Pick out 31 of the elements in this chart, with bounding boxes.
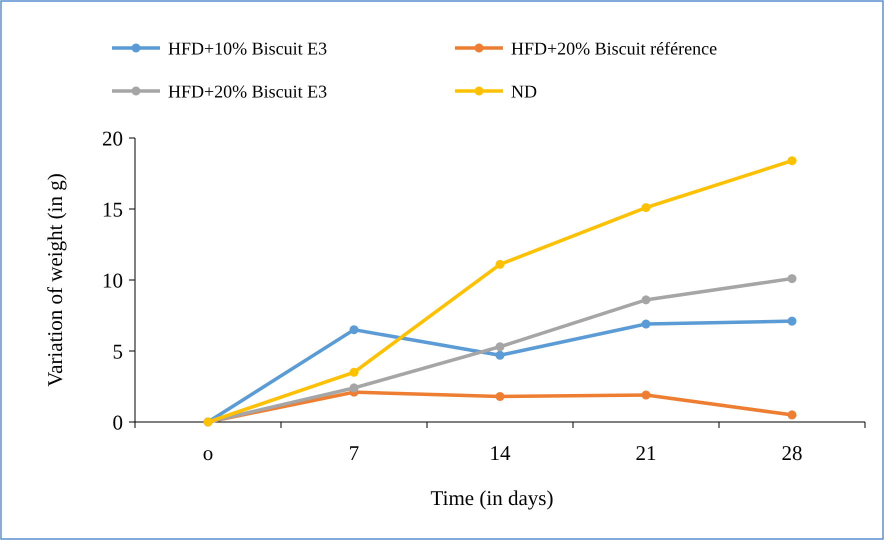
x-tick-label: 14: [490, 441, 511, 465]
point: [788, 274, 796, 284]
x-tick-label: 28: [782, 441, 802, 465]
y-axis-title: Variation of weight (in g): [43, 173, 67, 387]
y-tick-label: 15: [102, 197, 123, 222]
x-tick-label: o: [202, 441, 214, 465]
point: [496, 260, 504, 269]
y-tick-label: 10: [102, 268, 123, 292]
x-tick-label: 21: [636, 441, 656, 465]
legend-label: HFD+20% Biscuit E3: [168, 81, 328, 102]
point: [350, 368, 358, 377]
point: [350, 383, 358, 392]
point: [496, 342, 504, 352]
point: [496, 392, 504, 401]
point: [788, 316, 796, 326]
point: [350, 325, 358, 334]
legend-label: HFD+20% Biscuit référence: [511, 38, 718, 58]
point: [642, 203, 650, 212]
y-tick-label: 5: [112, 339, 123, 364]
point: [496, 350, 504, 360]
point: [788, 410, 796, 420]
point: [642, 320, 650, 329]
x-tick-label: 7: [348, 441, 360, 465]
point: [788, 156, 796, 166]
legend-label: HFD+10% Biscuit E3: [168, 38, 328, 58]
legend-label: ND: [511, 81, 537, 102]
x-axis-title: Time (in days): [430, 486, 554, 510]
point: [642, 390, 650, 400]
point: [642, 295, 650, 304]
y-tick-label: 0: [112, 410, 123, 434]
y-tick-label: 20: [102, 126, 123, 150]
